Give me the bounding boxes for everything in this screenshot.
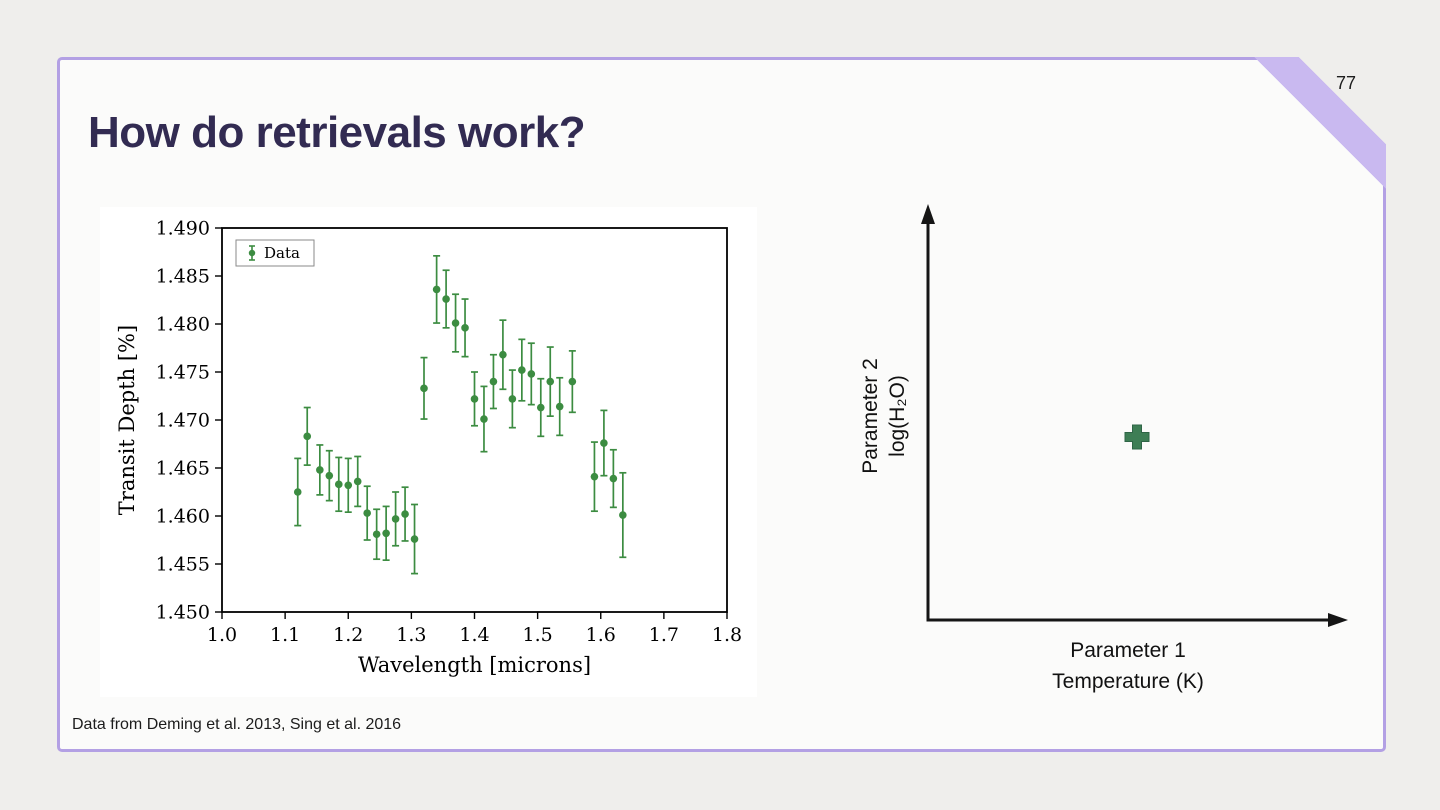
data-point <box>391 491 400 547</box>
data-point <box>293 457 302 527</box>
x-tick-label: 1.2 <box>333 624 363 646</box>
data-point <box>325 449 334 502</box>
data-point <box>410 503 419 575</box>
data-point <box>555 376 564 437</box>
y-tick-label: 1.490 <box>156 218 210 240</box>
diagram-x-axis-label-line1: Parameter 1 <box>1070 639 1186 662</box>
data-point <box>600 409 608 477</box>
x-tick-label: 1.4 <box>459 624 489 646</box>
slide: 77 How do retrievals work? 1.0 1.1 1.2 1.3 1… <box>57 57 1386 752</box>
transit-depth-chart: 1.0 1.1 1.2 1.3 1.4 1.5 1.6 1.7 1.8 Wavelength [m… <box>100 207 757 697</box>
data-point <box>619 471 627 559</box>
x-axis-arrowhead <box>1328 613 1348 627</box>
x-tick-label: 1.1 <box>270 624 300 646</box>
legend-label: Data <box>264 244 300 262</box>
data-point <box>442 269 450 329</box>
data-point <box>401 486 409 542</box>
y-tick-label: 1.470 <box>156 410 210 432</box>
data-point <box>451 293 460 353</box>
data-point <box>590 441 599 513</box>
parameter-space-diagram: Parameter 2 log(H₂O) Parameter 1 Tempera… <box>857 190 1400 770</box>
data-point <box>480 385 488 453</box>
data-point <box>546 346 555 418</box>
x-axis-title: Wavelength [microns] <box>358 653 591 677</box>
data-point <box>316 444 324 496</box>
y-tick-label: 1.450 <box>156 602 210 624</box>
y-tick-label: 1.455 <box>156 554 210 576</box>
diagram-y-axis-label: Parameter 2 log(H₂O) <box>857 266 913 566</box>
y-tick-label: 1.480 <box>156 314 210 336</box>
corner-fold-decoration: 77 <box>1254 57 1386 189</box>
data-point <box>461 298 469 358</box>
data-point <box>489 353 498 410</box>
x-tick-label: 1.3 <box>396 624 426 646</box>
legend: Data <box>235 239 315 267</box>
x-tick-label: 1.8 <box>712 624 742 646</box>
data-point <box>303 406 312 466</box>
slide-title: How do retrievals work? <box>88 108 586 157</box>
data-point <box>527 342 536 406</box>
data-point <box>536 377 545 438</box>
data-point <box>353 455 362 508</box>
diagram-x-axis-label-line2: Temperature (K) <box>1052 670 1204 693</box>
transit-depth-chart-svg: 1.0 1.1 1.2 1.3 1.4 1.5 1.6 1.7 1.8 Wavelength [m… <box>100 207 757 697</box>
y-axis-title: Transit Depth [%] <box>115 325 139 515</box>
diagram-x-axis-label: Parameter 1 Temperature (K) <box>978 635 1278 697</box>
y-tick-label: 1.485 <box>156 266 210 288</box>
page-number: 77 <box>1335 73 1356 93</box>
x-tick-label: 1.5 <box>523 624 553 646</box>
data-point <box>344 457 353 514</box>
diagram-y-axis-label-line2: log(H₂O) <box>886 375 909 457</box>
data-credit: Data from Deming et al. 2013, Sing et al… <box>72 716 402 733</box>
x-tick-label: 1.0 <box>207 624 237 646</box>
data-point <box>499 319 507 391</box>
data-point <box>363 485 371 541</box>
data-point <box>470 371 479 427</box>
y-tick-label: 1.460 <box>156 506 210 528</box>
data-point <box>508 369 517 429</box>
data-point <box>334 456 343 513</box>
data-point <box>432 254 441 324</box>
data-point <box>372 508 381 561</box>
data-point <box>518 338 526 402</box>
plus-marker <box>1124 424 1150 450</box>
x-tick-label: 1.6 <box>586 624 616 646</box>
data-point <box>609 448 618 509</box>
data-point <box>382 505 390 562</box>
data-point <box>420 356 428 420</box>
y-tick-label: 1.465 <box>156 458 210 480</box>
y-tick-label: 1.475 <box>156 362 210 384</box>
y-axis-arrowhead <box>921 204 935 224</box>
x-tick-label: 1.7 <box>649 624 679 646</box>
data-point <box>568 350 577 414</box>
parameter-axes-svg <box>921 204 1348 627</box>
diagram-y-axis-label-line1: Parameter 2 <box>859 358 882 474</box>
